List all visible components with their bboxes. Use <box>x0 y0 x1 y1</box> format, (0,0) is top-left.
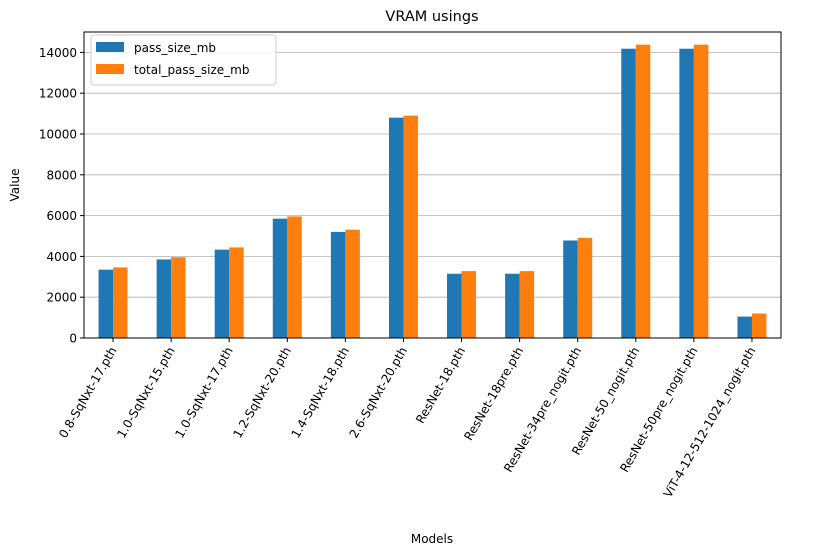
y-axis: 0 2000 4000 6000 8000 10000 12000 14000 <box>39 46 84 346</box>
bar-total_pass_size_mb <box>403 115 418 338</box>
bar-total_pass_size_mb <box>287 216 302 338</box>
bar-total_pass_size_mb <box>751 313 767 338</box>
y-tick-label: 14000 <box>39 46 77 60</box>
bars <box>98 44 767 339</box>
bar-pass_size_mb <box>447 273 462 338</box>
x-tick-label: 1.0-SqNxt-15.pth <box>114 345 178 441</box>
legend-box <box>90 34 277 86</box>
bar-total_pass_size_mb <box>113 267 128 338</box>
y-tick-label: 0 <box>69 332 77 346</box>
legend-label: total_pass_size_mb <box>134 63 250 77</box>
bar-pass_size_mb <box>563 240 578 338</box>
bar-total_pass_size_mb <box>577 237 593 338</box>
x-tick-label: ResNet-18pre.pth <box>461 345 526 443</box>
x-tick-label: 1.4-SqNxt-18.pth <box>288 345 352 441</box>
bar-pass_size_mb <box>505 273 520 338</box>
y-axis-label: Value <box>8 169 22 202</box>
legend: pass_size_mb total_pass_size_mb <box>90 34 277 86</box>
bar-pass_size_mb <box>737 316 752 338</box>
bar-pass_size_mb <box>621 48 636 339</box>
bar-pass_size_mb <box>156 259 172 338</box>
legend-swatch <box>96 64 124 74</box>
x-tick-label: 1.0-SqNxt-17.pth <box>172 345 236 441</box>
bar-total_pass_size_mb <box>635 44 651 338</box>
x-tick-label: 0.8-SqNxt-17.pth <box>56 345 120 441</box>
bar-pass_size_mb <box>679 48 694 339</box>
y-tick-label: 6000 <box>46 209 77 223</box>
bar-pass_size_mb <box>214 249 230 338</box>
x-axis: 0.8-SqNxt-17.pth1.0-SqNxt-15.pth1.0-SqNx… <box>56 338 759 500</box>
x-axis-label: Models <box>411 532 453 546</box>
bar-pass_size_mb <box>272 218 288 338</box>
bar-total_pass_size_mb <box>345 229 360 338</box>
bar-total_pass_size_mb <box>693 44 709 338</box>
bar-pass_size_mb <box>330 231 346 338</box>
x-tick-label: ResNet-18.pth <box>413 345 468 426</box>
gridlines <box>84 52 781 339</box>
x-tick-label: 1.2-SqNxt-20.pth <box>230 345 294 441</box>
y-tick-label: 2000 <box>46 291 77 305</box>
plot-frame <box>83 31 782 339</box>
y-tick-label: 12000 <box>39 87 77 101</box>
y-tick-label: 4000 <box>46 250 77 264</box>
y-tick-label: 8000 <box>46 168 77 182</box>
bar-pass_size_mb <box>388 117 404 339</box>
bar-pass_size_mb <box>98 269 114 338</box>
x-tick-label: 2.6-SqNxt-20.pth <box>347 345 411 441</box>
legend-label: pass_size_mb <box>134 41 216 55</box>
x-tick-label: ResNet-50_nogit.pth <box>569 345 642 458</box>
bar-total_pass_size_mb <box>171 257 186 338</box>
legend-swatch <box>96 42 124 52</box>
y-tick-label: 10000 <box>39 128 77 142</box>
bar-total_pass_size_mb <box>461 271 477 338</box>
bar-total_pass_size_mb <box>229 247 244 338</box>
chart-title: VRAM usings <box>385 9 478 25</box>
bar-total_pass_size_mb <box>519 271 535 338</box>
